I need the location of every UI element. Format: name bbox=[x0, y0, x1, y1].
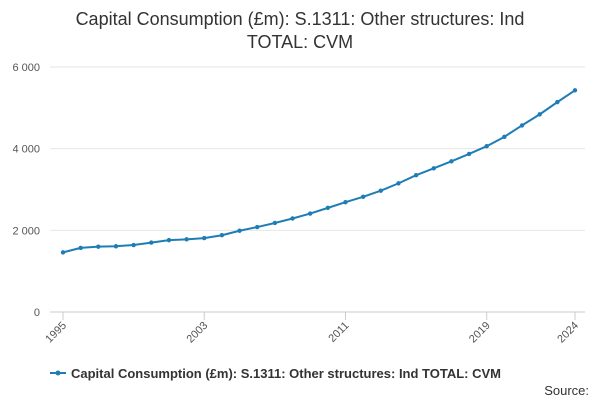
data-point[interactable] bbox=[325, 205, 331, 211]
data-point[interactable] bbox=[502, 134, 507, 140]
data-point[interactable] bbox=[537, 112, 542, 117]
x-tick-label: 2024 bbox=[555, 320, 581, 346]
legend-marker-swatch bbox=[55, 370, 61, 376]
series-line bbox=[62, 89, 576, 254]
data-point[interactable] bbox=[413, 173, 419, 178]
data-point[interactable] bbox=[202, 235, 207, 241]
data-point[interactable] bbox=[113, 244, 119, 249]
data-point[interactable] bbox=[449, 159, 454, 164]
y-tick-label: 6 000 bbox=[12, 62, 40, 74]
source-label: Source: bbox=[544, 383, 589, 398]
x-tick-label: 2019 bbox=[467, 320, 493, 346]
data-point[interactable] bbox=[484, 144, 489, 149]
x-tick-label: 1995 bbox=[43, 320, 69, 346]
gridlines bbox=[50, 66, 585, 231]
data-point[interactable] bbox=[237, 228, 242, 233]
y-tick-label: 0 bbox=[34, 307, 40, 319]
data-point[interactable] bbox=[307, 211, 313, 216]
y-axis-tick-labels: 0 2 000 4 000 6 000 bbox=[12, 62, 40, 319]
y-tick-label: 2 000 bbox=[12, 225, 40, 237]
data-point[interactable] bbox=[466, 151, 472, 157]
data-point[interactable] bbox=[149, 240, 154, 245]
data-point[interactable] bbox=[290, 216, 295, 221]
data-point[interactable] bbox=[572, 88, 578, 93]
data-point[interactable] bbox=[431, 166, 436, 171]
x-tick-label: 2011 bbox=[326, 320, 351, 345]
y-tick-label: 4 000 bbox=[12, 144, 40, 156]
series-layer bbox=[60, 88, 578, 255]
data-point[interactable] bbox=[219, 233, 225, 238]
data-point[interactable] bbox=[272, 220, 278, 226]
data-point[interactable] bbox=[555, 99, 560, 105]
x-tick-label: 2003 bbox=[185, 320, 211, 346]
data-point[interactable] bbox=[96, 244, 101, 249]
chart-title-line-2: TOTAL: CVM bbox=[247, 32, 353, 52]
data-point[interactable] bbox=[343, 199, 348, 205]
data-point[interactable] bbox=[360, 194, 366, 200]
data-point[interactable] bbox=[60, 250, 66, 255]
data-point[interactable] bbox=[519, 123, 525, 128]
x-axis: 1995 2003 2011 2019 2024 bbox=[43, 311, 585, 346]
data-point[interactable] bbox=[255, 224, 260, 230]
data-point[interactable] bbox=[131, 242, 136, 248]
data-point[interactable] bbox=[184, 237, 189, 242]
data-point[interactable] bbox=[396, 181, 401, 186]
legend-label: Capital Consumption (£m): S.1311: Other … bbox=[71, 366, 501, 381]
legend[interactable]: Capital Consumption (£m): S.1311: Other … bbox=[50, 366, 501, 381]
chart-title-line-1: Capital Consumption (£m): S.1311: Other … bbox=[76, 9, 525, 29]
data-point[interactable] bbox=[78, 245, 83, 251]
data-point[interactable] bbox=[166, 237, 172, 243]
data-point[interactable] bbox=[378, 188, 383, 193]
